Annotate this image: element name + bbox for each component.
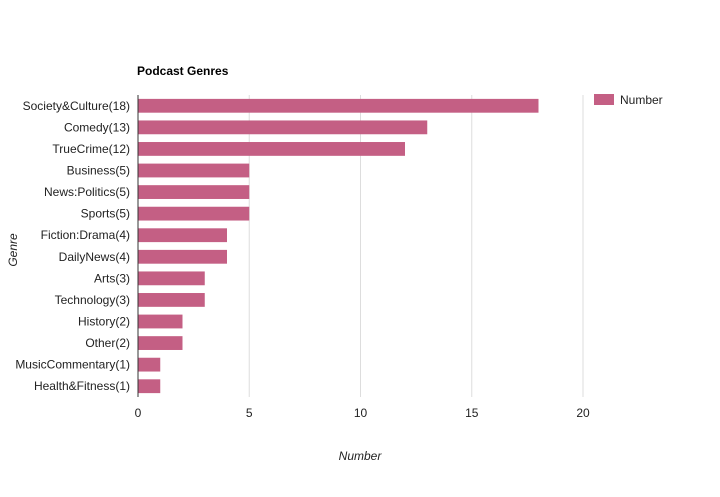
bar (138, 98, 539, 113)
bar (138, 379, 161, 394)
y-tick-label: DailyNews(4) (59, 250, 130, 264)
x-tick-label: 20 (576, 406, 590, 420)
bar (138, 120, 428, 135)
y-tick-label: Society&Culture(18) (23, 99, 130, 113)
y-tick-label: Arts(3) (94, 271, 130, 285)
bar (138, 185, 250, 199)
x-tick-label: 5 (246, 406, 253, 420)
y-tick-labels: Society&Culture(18) Comedy(13) TrueCrime(1… (15, 99, 130, 393)
y-axis-label: Genre (6, 233, 20, 267)
bar (138, 357, 161, 372)
bar (138, 228, 227, 243)
y-tick-label: Technology(3) (55, 293, 130, 307)
y-tick-label: History(2) (78, 315, 130, 329)
x-tick-labels: 0 5 10 15 20 (135, 406, 590, 420)
bar (138, 293, 205, 307)
bar (138, 142, 405, 156)
x-tick-label: 0 (135, 406, 142, 420)
y-tick-label: Business(5) (67, 164, 130, 178)
x-axis-label: Number (339, 449, 383, 463)
bar (138, 336, 183, 350)
y-tick-label: MusicCommentary(1) (15, 358, 130, 372)
bar (138, 249, 227, 264)
y-tick-label: Health&Fitness(1) (34, 379, 130, 393)
legend-swatch (594, 94, 614, 105)
x-tick-label: 15 (465, 406, 479, 420)
legend-label: Number (620, 93, 663, 107)
grid-lines (248, 95, 584, 397)
bar (138, 314, 183, 329)
bars (138, 98, 539, 394)
x-tick-label: 10 (354, 406, 368, 420)
y-tick-label: News:Politics(5) (44, 185, 130, 199)
y-tick-label: Fiction:Drama(4) (41, 228, 130, 242)
legend: Number (594, 93, 663, 107)
bar (138, 206, 250, 221)
y-tick-label: TrueCrime(12) (52, 142, 130, 156)
y-tick-label: Other(2) (85, 336, 130, 350)
chart-title: Podcast Genres (137, 64, 229, 78)
y-tick-label: Sports(5) (81, 207, 130, 221)
y-tick-label: Comedy(13) (64, 120, 130, 134)
bar (138, 163, 250, 178)
bar (138, 271, 205, 286)
